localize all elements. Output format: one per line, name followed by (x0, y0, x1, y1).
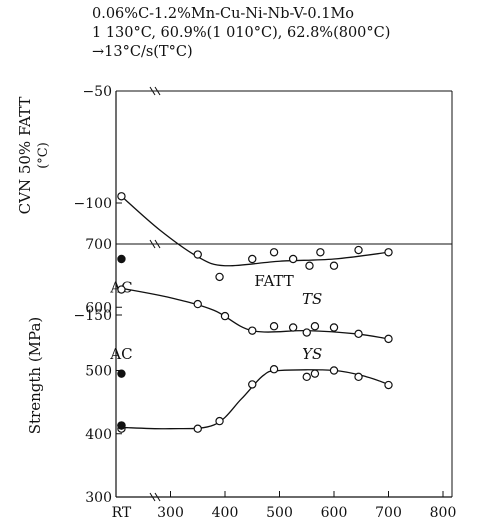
ts-point (220, 311, 230, 321)
ys-point (215, 416, 224, 426)
strength-x-tick-label: 700 (375, 505, 402, 521)
ys-point (329, 366, 339, 375)
ts-point (302, 328, 311, 337)
fatt-ac-point (117, 254, 126, 264)
strength-x-tick-label: 400 (212, 505, 239, 521)
ts-point (288, 323, 298, 332)
ys-point (354, 372, 363, 382)
ts-point (193, 299, 202, 309)
strength-y-tick-label: 500 (85, 364, 112, 380)
ys-point (310, 369, 320, 378)
fatt-data-point (117, 192, 126, 201)
ys-point (193, 424, 202, 433)
fatt-data-point (354, 245, 363, 255)
fatt-data-point (193, 250, 202, 259)
strength-y-tick-label: 700 (85, 237, 112, 253)
ys-curve (121, 369, 389, 430)
strength-x-tick-label: 500 (266, 505, 293, 521)
axis-break-mark (149, 492, 156, 502)
strength-annotation-ac: AC (109, 345, 132, 363)
fatt-data-point (329, 261, 339, 270)
ts-point (248, 326, 257, 335)
ys-point (269, 365, 279, 374)
ts-point (310, 322, 320, 331)
axis-break-mark (149, 86, 156, 96)
ac-point (117, 421, 126, 430)
strength-x-tick-label: 600 (321, 505, 348, 521)
ts-point (329, 323, 339, 332)
fatt-y-tick-label: −50 (82, 84, 112, 100)
ys-point (384, 380, 393, 390)
fatt-curve (121, 195, 389, 267)
ts-point (117, 285, 126, 294)
strength-y-axis-label: Strength (MPa) (26, 317, 44, 435)
caption-line-1: 0.06%C-1.2%Mn-Cu-Ni-Nb-V-0.1Mo (92, 6, 355, 22)
strength-y-tick-label: 400 (85, 427, 112, 443)
strength-x-tick-label: 300 (157, 505, 184, 521)
ts-point (354, 329, 363, 339)
ys-point (248, 380, 257, 389)
strength-x-tick-label: RT (112, 505, 132, 521)
fatt-data-point (248, 254, 257, 264)
strength-x-tick-label: 800 (430, 505, 457, 521)
strength-annotation-ts: TS (302, 290, 322, 308)
axis-break-mark (154, 492, 161, 502)
fatt-data-point (305, 261, 314, 270)
ys-point (302, 372, 311, 382)
fatt-data-point (316, 248, 325, 257)
ac-point (117, 369, 126, 378)
fatt-data-point (215, 272, 224, 282)
fatt-data-point (384, 248, 393, 257)
axis-break-mark (149, 239, 156, 249)
caption-line-3: →13°C/s(T°C) (92, 44, 193, 60)
fatt-y-axis-label: CVN 50% FATT (°C) (16, 97, 51, 215)
fatt-y-tick-label: −100 (74, 196, 112, 212)
axis-break-mark (154, 86, 161, 96)
ts-point (384, 334, 393, 344)
fatt-data-point (288, 254, 298, 264)
ts-point (269, 322, 279, 331)
fatt-y-tick-label: −150 (74, 308, 112, 324)
strength-annotation-ys: YS (302, 345, 322, 363)
strength-y-tick-label: 300 (85, 490, 112, 506)
caption-line-2: 1 130°C, 60.9%(1 010°C), 62.8%(800°C) (92, 25, 391, 41)
fatt-annotation-fatt: FATT (254, 272, 293, 290)
fatt-data-point (269, 248, 279, 257)
axis-break-mark (154, 239, 161, 249)
strength-y-tick-label: 600 (85, 300, 112, 316)
